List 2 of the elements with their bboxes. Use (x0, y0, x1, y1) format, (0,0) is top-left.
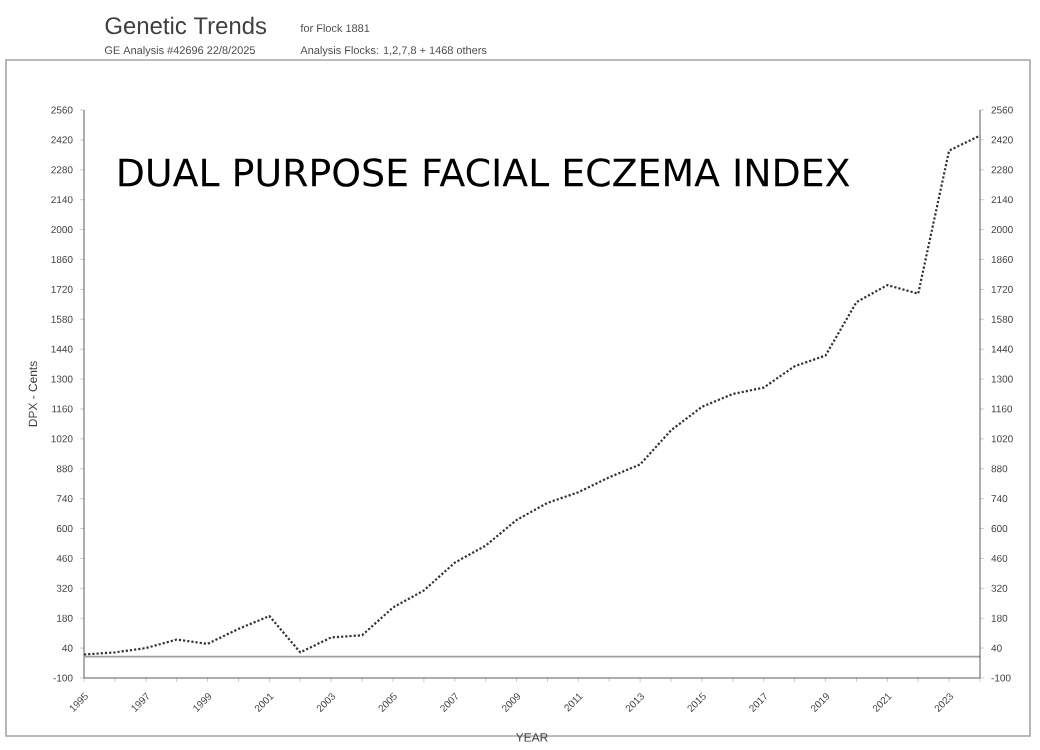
chart-subtitle: Genetic Trends (105, 16, 267, 35)
text: DUAL PURPOSE FACIAL ECZEMA INDEX (119, 158, 850, 187)
